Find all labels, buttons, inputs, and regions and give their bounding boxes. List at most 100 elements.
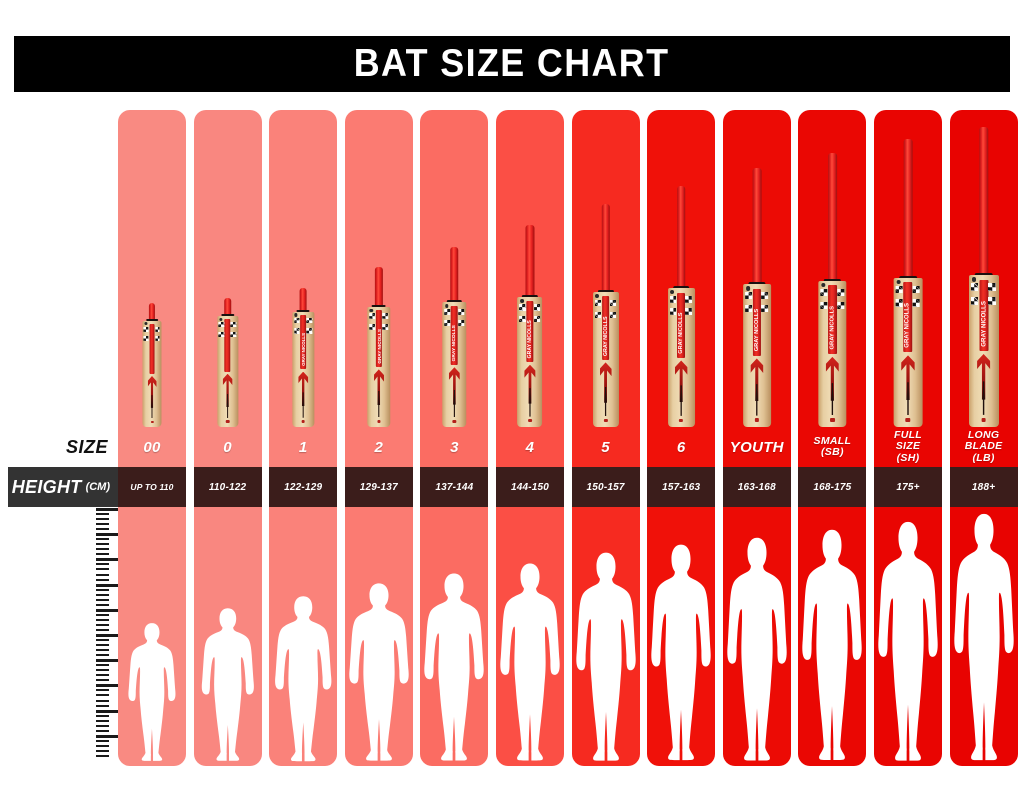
title-banner: BAT SIZE CHART	[14, 36, 1010, 92]
ruler-tick-major	[96, 608, 118, 612]
bat-handle	[978, 127, 989, 281]
bat-handle	[299, 287, 307, 318]
bat-toe-emblem	[225, 420, 230, 424]
bat-collar	[597, 290, 614, 294]
height-value: 150-157	[586, 481, 625, 493]
ruler-tick-minor	[96, 749, 109, 752]
bat-badge-icon	[595, 294, 600, 299]
bat-checker-pattern	[988, 283, 996, 291]
ruler-tick-minor	[96, 553, 109, 556]
bat-brand-stripe	[299, 315, 307, 370]
human-figure-cell	[647, 507, 715, 766]
ruler-tick-minor	[96, 654, 109, 657]
cricket-bat: GRAY NICOLLS	[592, 203, 619, 427]
bat-checker-pattern	[594, 311, 602, 319]
ruler-tick-minor	[96, 639, 109, 642]
bat-badge-icon	[745, 286, 750, 291]
bat-size-column[interactable]: 00 UP TO 110	[118, 110, 186, 766]
bat-size-column[interactable]: GRAY NICOLLS 6 157-163	[647, 110, 716, 766]
human-figure-cell	[118, 507, 186, 766]
bat-checker-pattern	[685, 308, 693, 316]
size-value: 4	[525, 438, 535, 456]
bat-checker-pattern	[230, 332, 236, 338]
bat-badge-icon	[294, 313, 298, 317]
bat-size-column[interactable]: GRAY NICOLLS 4 144-150	[496, 110, 564, 766]
bat-checker-pattern	[669, 308, 677, 316]
ruler-tick-minor	[96, 644, 109, 647]
bat-checker-pattern	[820, 302, 828, 310]
bat-brand-stripe	[979, 279, 989, 351]
bat-brand-stripe	[601, 296, 610, 360]
bat-collar	[748, 282, 766, 286]
bat-toe-emblem	[905, 417, 911, 422]
bat-blade: GRAY NICOLLS	[667, 288, 695, 427]
human-figure-cell	[572, 507, 640, 766]
bat-brand-stripe	[450, 306, 458, 365]
bat-collar	[371, 304, 386, 307]
ruler-tick-minor	[96, 719, 109, 722]
ruler-tick-minor	[96, 543, 109, 546]
bat-handle	[903, 139, 913, 284]
bat-checker-pattern	[306, 317, 312, 324]
human-figure-cell	[874, 507, 942, 766]
bat-badge-icon	[219, 317, 223, 321]
bat-blade: GRAY NICOLLS	[742, 284, 771, 427]
bat-checker-pattern	[230, 322, 236, 328]
bat-toe-emblem	[527, 419, 532, 423]
bat-badge-icon	[144, 322, 148, 326]
bat-brand-label: GRAY NICOLLS	[753, 308, 760, 352]
ruler-tick-minor	[96, 669, 109, 672]
bat-size-column[interactable]: GRAY NICOLLS YOUTH 163-168	[722, 110, 791, 766]
bat-size-column[interactable]: GRAY NICOLLS 2 129-137	[344, 110, 413, 766]
ruler-tick-major	[96, 734, 118, 738]
human-silhouette	[723, 536, 791, 762]
bat-illustration-cell: GRAY NICOLLS	[874, 110, 942, 427]
ruler-tick-major	[96, 533, 118, 537]
size-cell: SMALL (SB)	[798, 427, 866, 467]
bat-brand-label: GRAY NICOLLS	[376, 328, 382, 364]
bat-handle	[450, 247, 459, 309]
human-silhouette	[194, 607, 262, 762]
bat-toe-emblem	[301, 420, 305, 423]
bat-brand-label: GRAY NICOLLS	[451, 324, 457, 361]
bat-arrow-shadow	[302, 392, 304, 418]
bat-checker-pattern	[519, 316, 526, 323]
bat-size-column[interactable]: GRAY NICOLLS LONG BLADE (LB) 188+	[949, 110, 1018, 766]
bat-handle	[827, 152, 837, 287]
bat-illustration-cell: GRAY NICOLLS	[723, 110, 791, 427]
bat-checker-pattern	[143, 326, 149, 332]
human-silhouette	[647, 543, 715, 762]
bat-arrow-graphic	[147, 376, 157, 408]
bat-badge-icon	[971, 277, 977, 282]
bat-handle	[601, 203, 610, 299]
ruler-tick-minor	[96, 513, 109, 516]
ruler-tick-minor	[96, 754, 109, 757]
bat-checker-pattern	[744, 292, 752, 300]
bat-brand-label: GRAY NICOLLS	[829, 305, 836, 350]
height-value: 129-137	[359, 481, 398, 493]
bat-arrow-shadow	[453, 389, 455, 418]
bat-size-column[interactable]: GRAY NICOLLS FULL SIZE (SH) 175+	[874, 110, 942, 766]
bat-illustration-cell: GRAY NICOLLS	[647, 110, 715, 427]
page-title: BAT SIZE CHART	[354, 42, 670, 85]
bat-collar	[823, 278, 842, 283]
bat-brand-stripe	[677, 292, 686, 358]
human-silhouette	[269, 595, 337, 763]
size-cell: 1	[269, 427, 337, 467]
bat-size-column[interactable]: GRAY NICOLLS SMALL (SB) 168-175	[798, 110, 867, 766]
bat-checker-pattern	[369, 324, 375, 330]
bat-brand-label: GRAY NICOLLS	[300, 332, 306, 366]
bat-badge-icon	[520, 299, 524, 303]
bat-size-column[interactable]: GRAY NICOLLS 5 150-157	[571, 110, 640, 766]
bat-size-column[interactable]: GRAY NICOLLS 1 122-129	[269, 110, 338, 766]
bat-badge-icon	[670, 290, 675, 295]
bat-checker-pattern	[293, 317, 300, 324]
bat-handle	[752, 167, 762, 291]
height-value: 137-144	[435, 481, 474, 493]
ruler-tick-minor	[96, 724, 109, 727]
bat-size-column[interactable]: 0 110-122	[193, 110, 262, 766]
bat-size-column[interactable]: GRAY NICOLLS 3 137-144	[420, 110, 489, 766]
height-row-label: HEIGHT (CM)	[8, 467, 118, 507]
height-cell: 188+	[949, 467, 1018, 507]
ruler-tick-minor	[96, 518, 109, 521]
